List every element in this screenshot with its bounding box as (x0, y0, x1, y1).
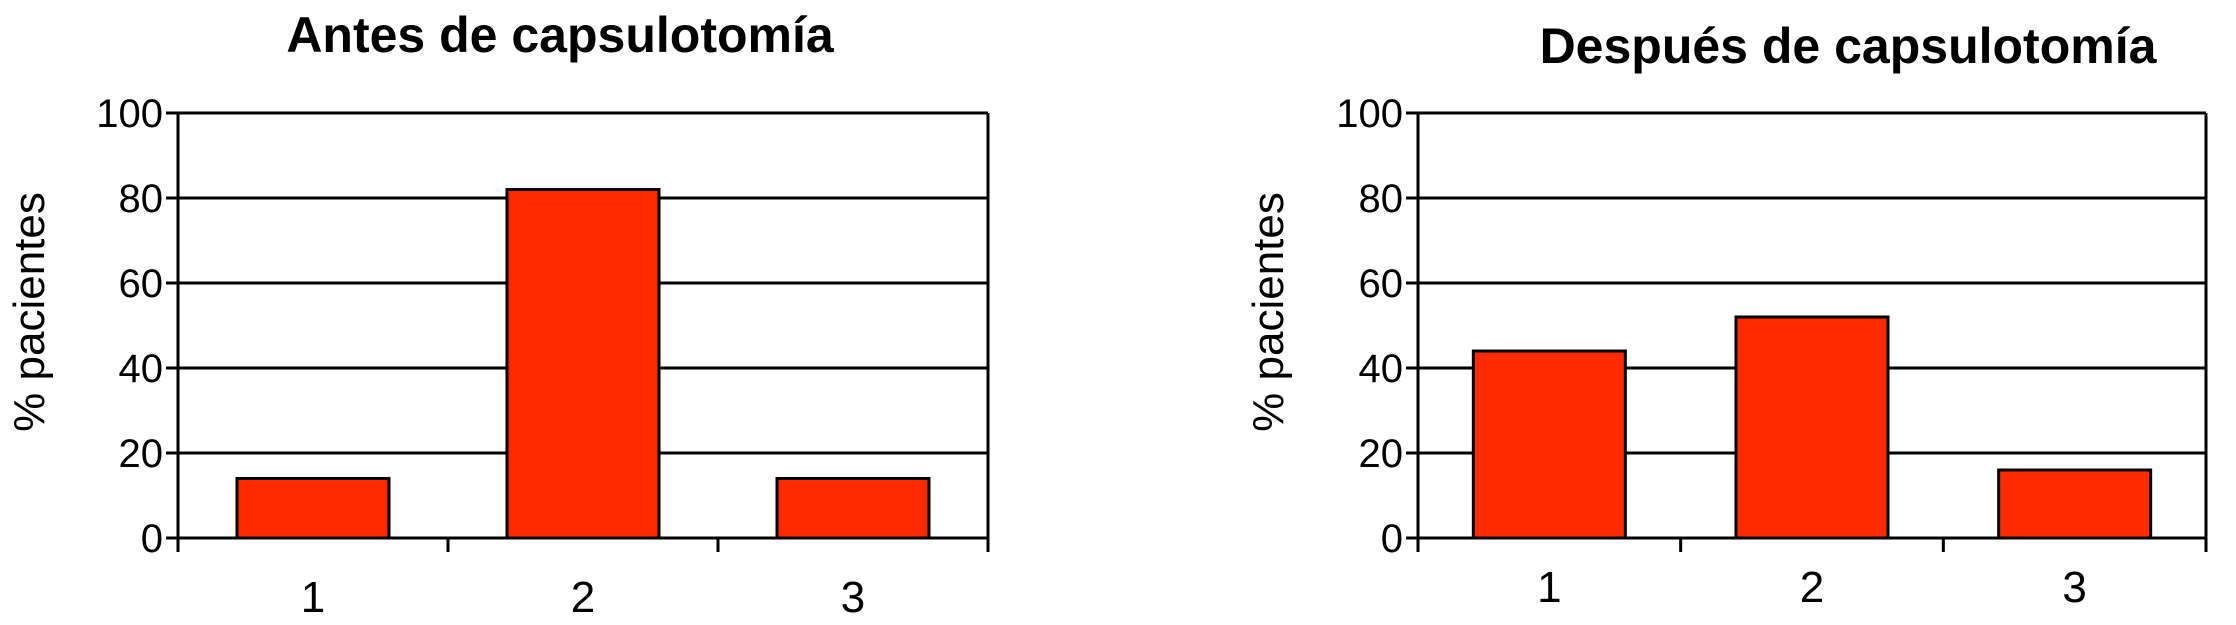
y-tick-label: 80 (1359, 177, 1404, 221)
y-axis-label: % pacientes (5, 192, 54, 432)
bar (235, 477, 391, 540)
y-tick-label: 40 (119, 347, 164, 391)
x-tick-label: 3 (841, 573, 865, 622)
y-tick-label: 0 (141, 517, 163, 561)
bar (505, 188, 661, 540)
x-tick-label: 1 (1537, 563, 1561, 612)
x-tick-label: 1 (301, 573, 325, 622)
bar (1997, 468, 2153, 540)
chart-after-capsulotomy: Después de capsulotomía % pacientes 0 20 4… (1244, 18, 2208, 612)
x-tick-label: 3 (2062, 563, 2086, 612)
y-tick-label: 60 (119, 262, 164, 306)
y-tick-label: 100 (96, 92, 163, 136)
x-tick-label: 2 (571, 573, 595, 622)
bar (1471, 349, 1627, 540)
chart-title: Después de capsulotomía (1540, 18, 2158, 74)
bar (1734, 315, 1890, 540)
y-tick-label: 20 (119, 432, 164, 476)
y-axis-label: % pacientes (1244, 192, 1293, 432)
bar (775, 477, 931, 540)
y-tick-label: 80 (119, 177, 164, 221)
x-tick-label: 2 (1800, 563, 1824, 612)
y-tick-label: 20 (1359, 432, 1404, 476)
plot-area: 0 20 40 60 80 100 1 2 3 (1336, 92, 2208, 612)
y-tick-label: 0 (1381, 517, 1403, 561)
plot-area: 0 20 40 60 80 100 1 2 3 (96, 92, 990, 622)
y-tick-label: 100 (1336, 92, 1403, 136)
chart-title: Antes de capsulotomía (286, 7, 835, 63)
y-tick-label: 40 (1359, 347, 1404, 391)
chart-before-capsulotomy: Antes de capsulotomía % pacientes 0 20 40 6… (5, 7, 990, 622)
y-tick-label: 60 (1359, 262, 1404, 306)
